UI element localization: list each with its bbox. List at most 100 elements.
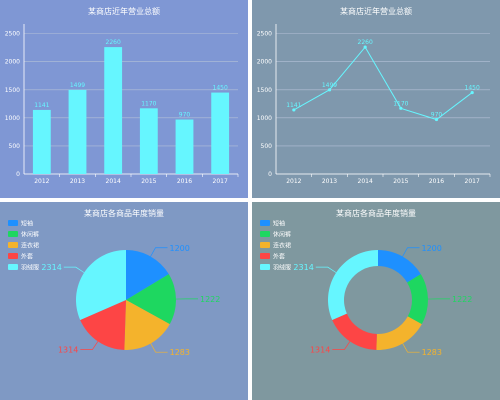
x-tick-label: 2012	[286, 178, 301, 185]
bar	[68, 89, 87, 174]
data-label: 2260	[358, 39, 373, 46]
x-tick-label: 2017	[465, 178, 480, 185]
y-tick-label: 1500	[257, 87, 272, 94]
y-tick-label: 500	[261, 143, 273, 150]
x-tick-label: 2016	[429, 178, 444, 185]
donut-slice	[407, 274, 428, 325]
series-line	[293, 46, 473, 121]
legend-label: 羽绒服	[273, 264, 291, 272]
legend-swatch	[260, 253, 270, 259]
bar	[32, 109, 51, 174]
legend-label: 羽绒服	[21, 264, 39, 272]
pie-slice	[126, 274, 177, 325]
pie-chart-panel: 某商店各商品年度销量 短袖 休闲裤 连衣裙 外套 羽绒服 1200 1222 1283 1314 2…	[0, 202, 248, 400]
legend-swatch	[8, 242, 18, 248]
slice-label: 1283	[422, 348, 442, 357]
chart-title: 某商店各商品年度销量	[84, 208, 164, 218]
point	[399, 106, 403, 110]
x-tick-label: 2017	[213, 178, 228, 185]
label-leader	[315, 266, 337, 273]
donut-slice	[376, 316, 422, 350]
legend-swatch	[8, 231, 18, 237]
x-tick-label: 2014	[106, 178, 121, 185]
point	[327, 88, 332, 92]
legend-label: 短袖	[273, 220, 285, 228]
legend-label: 短袖	[21, 220, 33, 228]
legend-swatch	[8, 220, 18, 226]
donut-slice	[378, 250, 421, 283]
pie-slice	[124, 300, 170, 350]
label-leader	[150, 343, 168, 353]
donut-slice	[328, 250, 378, 321]
legend-label: 连衣裙	[273, 242, 291, 250]
y-tick-label: 1500	[5, 87, 20, 94]
legend-label: 连衣裙	[21, 242, 39, 250]
label-leader	[332, 341, 351, 351]
bar	[211, 92, 230, 174]
pie-slice	[80, 300, 126, 350]
legend-label: 休闲裤	[273, 231, 291, 239]
y-tick-label: 1000	[5, 115, 20, 122]
label-leader	[63, 266, 85, 273]
legend-swatch	[260, 231, 270, 237]
data-label: 2260	[106, 39, 121, 46]
bar-chart: 某商店近年营业总额 0 500 1000 1500 2000 2500 2012 2013 201…	[5, 6, 239, 185]
x-tick-label: 2013	[322, 178, 337, 185]
y-tick-label: 1000	[257, 115, 272, 122]
y-tick-label: 2500	[257, 31, 272, 38]
bar	[175, 119, 194, 174]
slice-label: 1314	[58, 346, 78, 355]
data-label: 1141	[34, 102, 49, 109]
x-tick-label: 2012	[34, 178, 49, 185]
pie-slice	[126, 250, 169, 300]
data-label: 1499	[322, 82, 337, 89]
slice-label: 1222	[200, 295, 220, 304]
y-tick-label: 2500	[5, 31, 20, 38]
point	[434, 117, 439, 122]
x-tick-label: 2016	[177, 178, 192, 185]
y-tick-label: 500	[9, 143, 21, 150]
y-tick-label: 2000	[5, 59, 20, 66]
bar-chart-panel: 某商店近年营业总额 0 500 1000 1500 2000 2500 2012 2013 201…	[0, 0, 248, 198]
donut-chart-panel: 某商店各商品年度销量短袖休闲裤连衣裙外套羽绒服 1200 1222 1283 1314 2…	[252, 202, 500, 400]
legend-swatch	[8, 253, 18, 259]
data-label: 970	[179, 112, 191, 119]
slice-label: 1222	[452, 295, 472, 304]
slice-label: 1200	[170, 244, 190, 253]
slice-label: 2314	[41, 263, 61, 272]
slice-label: 1314	[310, 346, 330, 355]
data-label: 1170	[141, 100, 156, 107]
label-leader	[402, 247, 420, 257]
legend-label: 外套	[273, 253, 285, 261]
slice-label: 1283	[170, 348, 190, 357]
chart-title: 某商店近年营业总额	[88, 6, 160, 16]
legend-swatch	[260, 264, 270, 270]
slice-label: 2314	[293, 263, 313, 272]
point	[470, 90, 474, 95]
legend-swatch	[260, 242, 270, 248]
bar	[104, 47, 123, 174]
chart-title: 某商店各商品年度销量	[336, 208, 416, 218]
data-label: 1170	[393, 100, 408, 107]
chart-title: 某商店近年营业总额	[340, 6, 412, 16]
point	[292, 108, 296, 112]
line-chart: 某商店近年营业总额 0 500 1000 1500 2000 2500 2012 2013 201…	[257, 6, 491, 185]
pie-slice	[75, 250, 126, 321]
data-label: 1141	[286, 102, 301, 109]
legend-swatch	[260, 220, 270, 226]
data-label: 970	[431, 112, 443, 119]
label-leader	[80, 341, 99, 351]
x-tick-label: 2013	[70, 178, 85, 185]
donut-slice	[332, 313, 377, 350]
data-label: 1450	[213, 85, 228, 92]
slice-label: 1200	[422, 244, 442, 253]
data-label: 1499	[70, 82, 85, 89]
label-leader	[402, 343, 420, 353]
legend-label: 休闲裤	[21, 231, 39, 239]
label-leader	[150, 247, 168, 257]
y-tick-label: 0	[268, 171, 272, 178]
line-chart-panel: 某商店近年营业总额 0 500 1000 1500 2000 2500 2012 2013 201…	[252, 0, 500, 198]
